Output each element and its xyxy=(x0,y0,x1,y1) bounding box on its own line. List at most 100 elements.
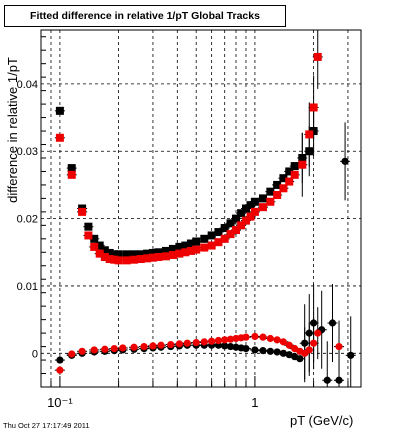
y-tick-label: 0.04 xyxy=(17,79,38,91)
data-point-square xyxy=(148,248,157,257)
data-point-circle xyxy=(296,355,304,363)
x-tick-label: 1 xyxy=(251,395,258,410)
data-point-square xyxy=(279,174,288,183)
data-point-square xyxy=(154,252,163,261)
data-point-circle xyxy=(68,350,76,358)
data-point-square xyxy=(207,241,216,250)
data-point-square xyxy=(250,197,259,206)
data-point-square xyxy=(207,231,216,240)
data-point-circle xyxy=(285,341,293,349)
data-point-circle xyxy=(251,332,259,341)
data-point-square xyxy=(84,231,93,240)
data-point-square xyxy=(122,250,131,259)
data-point-square xyxy=(161,252,170,261)
data-point-square xyxy=(100,246,109,255)
data-point-square xyxy=(148,253,157,262)
axis-ticks xyxy=(40,36,349,388)
data-point-square xyxy=(110,250,119,259)
data-point-square xyxy=(298,153,307,162)
data-point-square xyxy=(246,201,255,210)
data-point-square xyxy=(309,127,318,136)
data-point-circle xyxy=(301,339,309,347)
x-tick-label: 10⁻¹ xyxy=(47,395,73,410)
data-point-circle xyxy=(56,366,64,374)
data-point-square xyxy=(290,170,299,179)
data-point-circle xyxy=(149,342,157,350)
data-point-circle xyxy=(157,341,165,349)
data-point-square xyxy=(90,234,99,243)
data-point-circle xyxy=(305,346,313,354)
data-point-circle xyxy=(214,336,223,345)
data-point-circle xyxy=(242,333,250,341)
data-point-square xyxy=(95,249,104,258)
chart-title: Fitted difference in relative 1/pT Globa… xyxy=(4,5,286,27)
data-point-square xyxy=(168,244,177,253)
data-point-square xyxy=(237,221,246,230)
data-point-square xyxy=(78,207,87,216)
y-axis-label: difference in relative 1/pT xyxy=(5,57,20,203)
data-point-circle xyxy=(90,346,98,354)
data-point-circle xyxy=(273,336,281,344)
data-point-circle xyxy=(323,376,331,384)
data-point-square xyxy=(175,242,184,251)
data-point-square xyxy=(232,214,241,223)
timestamp-footer: Thu Oct 27 17:17:49 2011 xyxy=(3,421,90,430)
data-point-square xyxy=(110,255,119,264)
data-point-square xyxy=(305,130,314,139)
data-point-circle xyxy=(259,347,267,355)
data-point-square xyxy=(95,241,104,250)
data-point-square xyxy=(200,234,209,243)
data-point-circle xyxy=(310,339,318,347)
data-points xyxy=(55,52,355,384)
data-point-square xyxy=(258,203,267,212)
data-point-circle xyxy=(314,329,322,337)
data-point-square xyxy=(258,194,267,203)
data-point-circle xyxy=(285,351,293,359)
data-point-circle xyxy=(192,338,200,347)
data-point-square xyxy=(84,222,93,231)
data-point-circle xyxy=(221,342,229,350)
data-point-square xyxy=(186,239,195,248)
data-point-circle xyxy=(183,339,191,347)
data-point-square xyxy=(266,187,275,196)
data-point-square xyxy=(305,147,314,156)
data-point-square xyxy=(181,248,190,257)
data-point-circle xyxy=(200,338,208,346)
data-point-square xyxy=(168,250,177,259)
data-point-square xyxy=(90,242,99,251)
data-point-circle xyxy=(310,319,318,327)
data-point-square xyxy=(285,167,294,176)
data-point-square xyxy=(313,52,322,61)
data-point-square xyxy=(226,230,235,239)
data-point-circle xyxy=(175,340,183,348)
data-point-circle xyxy=(110,345,118,353)
plot-frame xyxy=(40,29,362,388)
data-point-square xyxy=(279,184,288,193)
tick-labels: 0 0.01 0.02 0.03 0.04 10⁻¹ 1 xyxy=(17,79,259,410)
data-point-circle xyxy=(251,346,259,354)
data-point-square xyxy=(181,241,190,250)
data-point-circle xyxy=(279,338,287,346)
data-point-square xyxy=(130,255,139,264)
data-point-square xyxy=(114,250,123,259)
data-point-square xyxy=(241,204,250,213)
data-point-square xyxy=(250,207,259,216)
y-tick-label: 0.03 xyxy=(17,146,38,158)
data-point-square xyxy=(161,246,170,255)
data-point-circle xyxy=(259,333,267,341)
data-point-circle xyxy=(208,337,216,345)
data-point-circle xyxy=(266,334,274,343)
data-point-square xyxy=(105,255,114,264)
data-point-square xyxy=(67,164,76,173)
data-point-square xyxy=(232,226,241,235)
data-point-square xyxy=(136,255,145,264)
data-point-circle xyxy=(266,347,274,355)
data-point-square xyxy=(122,256,131,265)
data-point-square xyxy=(143,249,152,258)
data-point-square xyxy=(214,228,223,237)
data-point-circle xyxy=(335,376,343,384)
y-axis-label-text: difference in relative 1/pT xyxy=(5,57,20,203)
data-point-square xyxy=(285,177,294,186)
data-point-square xyxy=(130,250,139,259)
